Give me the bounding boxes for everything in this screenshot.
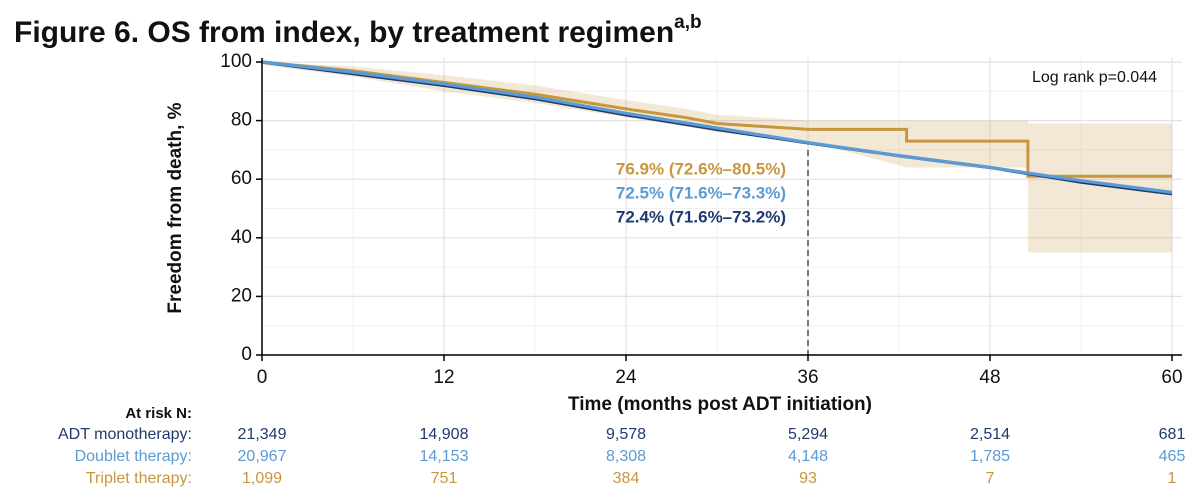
risk-count: 9,578 — [606, 426, 646, 443]
risk-count: 14,908 — [420, 426, 469, 443]
x-tick-label: 60 — [1161, 367, 1182, 388]
title-superscript: a,b — [674, 12, 701, 33]
y-tick-label: 60 — [231, 168, 252, 189]
x-tick-label: 12 — [433, 367, 454, 388]
x-tick-label: 24 — [615, 367, 637, 388]
plot-panel — [262, 58, 1182, 355]
risk-count: 384 — [613, 470, 640, 487]
x-tick-label: 0 — [257, 367, 268, 388]
estimate-annotation: 76.9% (72.6%–80.5%) — [616, 159, 786, 178]
log-rank-note: Log rank p=0.044 — [1032, 69, 1157, 86]
estimate-annotation: 72.4% (71.6%–73.2%) — [616, 207, 786, 226]
risk-row-label: Triplet therapy: — [86, 470, 192, 487]
risk-count: 21,349 — [238, 426, 287, 443]
survival-curve — [261, 60, 1173, 194]
risk-count: 751 — [431, 470, 458, 487]
y-tick-label: 100 — [220, 51, 252, 72]
risk-count: 681 — [1159, 426, 1186, 443]
y-tick-label: 40 — [231, 227, 252, 248]
risk-count: 8,308 — [606, 448, 646, 465]
x-axis-label: Time (months post ADT initiation) — [568, 394, 872, 415]
y-tick-label: 0 — [241, 344, 252, 365]
estimate-annotation: 72.5% (71.6%–73.3%) — [616, 183, 786, 202]
risk-count: 1 — [1168, 470, 1177, 487]
risk-count: 465 — [1159, 448, 1186, 465]
risk-count: 5,294 — [788, 426, 828, 443]
risk-count: 20,967 — [238, 448, 287, 465]
risk-count: 1,785 — [970, 448, 1010, 465]
risk-count: 7 — [986, 470, 995, 487]
y-tick-label: 80 — [231, 110, 252, 131]
chart-title: Figure 6. OS from index, by treatment re… — [14, 12, 702, 49]
x-tick-label: 48 — [979, 367, 1000, 388]
title-text: Figure 6. OS from index, by treatment re… — [14, 16, 674, 49]
risk-count: 4,148 — [788, 448, 828, 465]
y-axis-label: Freedom from death, % — [165, 102, 186, 313]
risk-count: 1,099 — [242, 470, 282, 487]
risk-row-label: ADT monotherapy: — [58, 426, 192, 443]
x-tick-label: 36 — [797, 367, 818, 388]
risk-row-label: Doublet therapy: — [75, 448, 192, 465]
risk-count: 14,153 — [420, 448, 469, 465]
confidence-band — [262, 62, 1172, 253]
y-tick-label: 20 — [231, 285, 252, 306]
risk-count: 2,514 — [970, 426, 1010, 443]
risk-table-title: At risk N: — [125, 405, 192, 422]
risk-count: 93 — [799, 470, 817, 487]
